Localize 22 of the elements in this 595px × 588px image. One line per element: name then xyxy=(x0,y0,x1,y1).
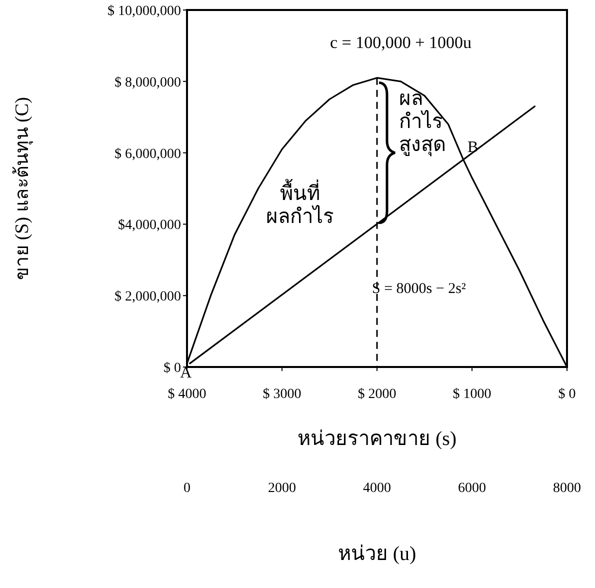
y-tick-label: $ 2,000,000 xyxy=(114,290,181,305)
x2-tick-label: 8000 xyxy=(553,481,581,496)
x-axis-title: หน่วยราคาขาย (s) xyxy=(297,428,457,450)
x-tick-label: $ 1000 xyxy=(452,387,492,402)
x-tick-label: $ 3000 xyxy=(262,387,302,402)
annotation: c = 100,000 + 1000u xyxy=(330,33,472,52)
y-tick-label: $ 8,000,000 xyxy=(114,75,181,90)
x-tick-label: $ 4000 xyxy=(168,387,206,402)
x-tick-label: $ 0 xyxy=(558,387,576,402)
x2-tick-label: 2000 xyxy=(268,481,296,496)
x2-tick-label: 4000 xyxy=(363,481,391,496)
x-tick-label: $ 2000 xyxy=(358,387,396,402)
y-axis-title: ขาย (S) และต้นทุน (C) xyxy=(12,97,34,280)
x2-tick-label: 6000 xyxy=(458,481,486,496)
y-tick-label: $ 0 xyxy=(164,361,181,376)
y-tick-label: $ 6,000,000 xyxy=(114,146,181,162)
annotation: พื้นที่ ผลกำไร xyxy=(266,179,334,228)
x2-axis-title: หน่วย (u) xyxy=(338,543,416,565)
x2-tick-label: 0 xyxy=(184,481,190,496)
y-tick-label: $4,000,000 xyxy=(118,218,181,234)
annotation: ผล กำไร สูงสุด xyxy=(399,88,446,157)
y-tick-label: $ 10,000,000 xyxy=(108,4,181,19)
